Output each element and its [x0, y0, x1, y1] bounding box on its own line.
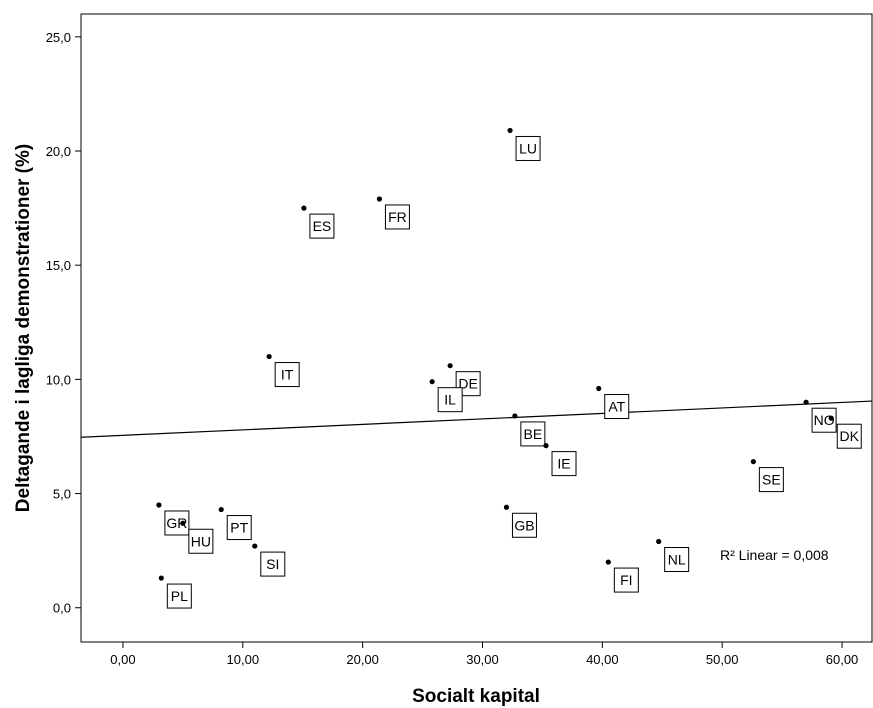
point-label: IE: [557, 456, 570, 472]
point-label-box: [274, 362, 300, 388]
point-label-box: [309, 213, 335, 239]
point-label-box: [604, 394, 630, 420]
ticks-layer: 0,00 10,00 20,00 30,00 40,00 50,00 60,00 0,0 5,0…: [46, 30, 859, 667]
point-label-box: [515, 135, 541, 161]
point-label: NL: [668, 552, 686, 568]
x-tick-label: 0,00: [110, 652, 135, 667]
point-label: FR: [388, 209, 407, 225]
data-point-es: [301, 205, 307, 211]
point-label: SI: [266, 556, 279, 572]
data-point-at: [596, 385, 602, 392]
x-tick-label: 40,00: [586, 652, 619, 667]
point-label-box: [758, 467, 784, 493]
y-tick-label: 15,0: [46, 258, 71, 273]
x-axis-title: Socialt kapital: [412, 686, 540, 707]
point-label-box: [188, 528, 214, 554]
y-axis-title-group: Deltagande i lagliga demonstrationer (%): [13, 144, 34, 512]
x-tick-label: 20,00: [346, 652, 379, 667]
point-label-box: [511, 512, 537, 538]
data-point-no: [803, 399, 809, 405]
data-point-fi: [605, 559, 611, 565]
data-point-dk: [828, 415, 834, 421]
point-label: NO: [814, 412, 835, 428]
point-label-box: [836, 423, 862, 449]
point-label: SE: [762, 472, 781, 488]
point-label: GB: [514, 517, 534, 533]
point-label: IL: [444, 392, 456, 408]
data-point-fr: [376, 196, 383, 202]
point-label-box: [226, 515, 252, 541]
point-label-box: [551, 451, 577, 477]
data-point-pl: [158, 575, 164, 581]
point-label-box: [384, 204, 410, 230]
point-label: LU: [519, 140, 537, 156]
y-tick-label: 20,0: [46, 144, 71, 159]
y-tick-label: 0,0: [53, 601, 71, 616]
point-label-box: [664, 547, 690, 573]
data-point-it: [266, 353, 272, 360]
point-label: AT: [608, 399, 625, 415]
r-squared-annotation: R² Linear = 0,008: [720, 547, 829, 563]
point-label: HU: [191, 533, 211, 549]
point-label: PL: [171, 588, 188, 604]
x-tick-label: 10,00: [227, 652, 260, 667]
point-label-box: [437, 387, 463, 413]
y-axis-title: Deltagande i lagliga demonstrationer (%): [13, 144, 34, 512]
data-point-ie: [543, 443, 549, 449]
fit-line-layer: [80, 400, 873, 438]
x-tick-label: 60,00: [826, 652, 859, 667]
point-label: FI: [620, 572, 632, 588]
data-point-pt: [218, 506, 224, 513]
data-point-se: [750, 458, 756, 465]
y-tick-label: 10,0: [46, 372, 71, 387]
data-point-be: [512, 413, 518, 419]
point-label-box: [260, 551, 286, 577]
fit-line: [80, 400, 873, 438]
data-point-il: [429, 379, 435, 385]
point-label: IT: [281, 367, 294, 383]
data-point-gr: [156, 502, 162, 508]
data-point-de: [447, 363, 453, 369]
data-point-lu: [507, 127, 513, 134]
point-label-box: [520, 421, 546, 447]
y-tick-label: 5,0: [53, 487, 71, 502]
point-label-box: [166, 583, 192, 609]
point-label-box: [613, 567, 639, 593]
point-label: DE: [458, 376, 477, 392]
point-label: ES: [313, 218, 332, 234]
y-tick-label: 25,0: [46, 30, 71, 45]
data-point-gb: [503, 504, 510, 510]
x-tick-label: 50,00: [706, 652, 739, 667]
point-label-box: [811, 407, 837, 433]
plot-frame: [80, 13, 873, 643]
data-point-hu: [180, 520, 186, 526]
x-tick-label: 30,00: [466, 652, 499, 667]
point-label: BE: [524, 426, 543, 442]
point-label: PT: [230, 520, 248, 536]
point-label: DK: [840, 428, 860, 444]
data-point-nl: [656, 538, 662, 545]
point-label: GR: [166, 515, 187, 531]
data-point-si: [252, 543, 258, 549]
